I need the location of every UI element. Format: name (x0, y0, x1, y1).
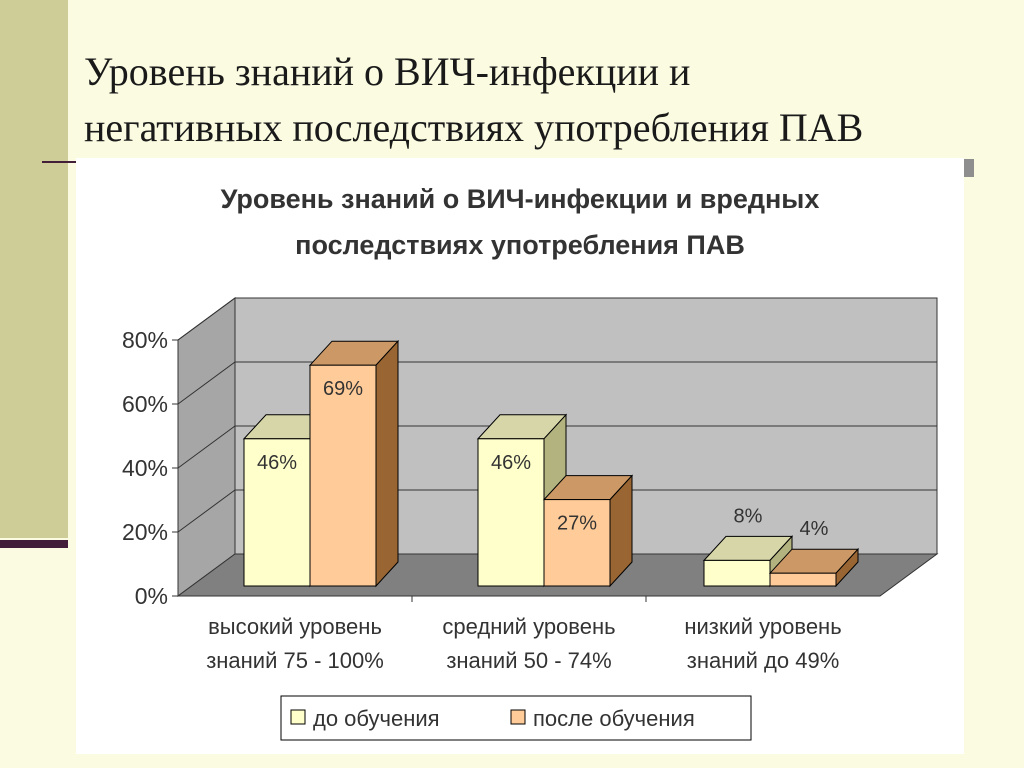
gridline (177, 297, 937, 341)
x-tick-label: знаний 75 - 100% (206, 648, 384, 673)
bar (769, 572, 837, 587)
bar-chart: Уровень знаний о ВИЧ-инфекции и вредных … (122, 184, 939, 741)
gridline (177, 361, 937, 405)
legend-label: после обучения (533, 706, 695, 731)
y-tick-label: 80% (122, 327, 168, 353)
bar-data-label: 27% (557, 513, 597, 535)
x-tick-label: знаний 50 - 74% (446, 648, 611, 673)
chart-legend: до обучения после обучения (280, 695, 752, 741)
chart-title-line-2: последствиях употребления ПАВ (295, 230, 745, 260)
x-tick-label: низкий уровень (684, 614, 841, 639)
slide-title-line-2: негативных последствиях употребления ПАВ (84, 105, 864, 150)
bar (543, 499, 611, 587)
slide-title-line-1: Уровень знаний о ВИЧ-инфекции и (84, 49, 691, 94)
y-tick-label: 60% (122, 391, 168, 417)
slide-title: Уровень знаний о ВИЧ-инфекции и негативн… (84, 44, 1004, 156)
gridline (177, 489, 937, 533)
bar-data-label: 46% (257, 452, 297, 474)
bar-data-label: 4% (800, 518, 829, 540)
legend-label: до обучения (313, 706, 440, 731)
bar (309, 364, 377, 587)
title-underline-left (42, 161, 82, 163)
y-tick-label: 0% (135, 583, 168, 609)
legend-swatch (510, 709, 526, 725)
chart-title-line-1: Уровень знаний о ВИЧ-инфекции и вредных (221, 184, 820, 214)
x-tick-label: средний уровень (442, 614, 615, 639)
y-tick-label: 20% (122, 519, 168, 545)
legend-swatch (290, 709, 306, 725)
x-tick-label: знаний до 49% (687, 648, 840, 673)
left-decor-rule (0, 540, 68, 548)
bar-data-label: 46% (491, 452, 531, 474)
chart-container: Уровень знаний о ВИЧ-инфекции и вредных … (76, 158, 964, 754)
bar (243, 438, 311, 587)
bar-data-label: 8% (734, 505, 763, 527)
bar-data-label: 69% (323, 378, 363, 400)
bar-side-face (375, 339, 399, 588)
y-tick-label: 40% (122, 455, 168, 481)
left-decor-band (0, 0, 68, 538)
gridline (177, 425, 937, 469)
x-tick-label: высокий уровень (208, 614, 382, 639)
bar (477, 438, 545, 587)
bar (703, 559, 771, 587)
